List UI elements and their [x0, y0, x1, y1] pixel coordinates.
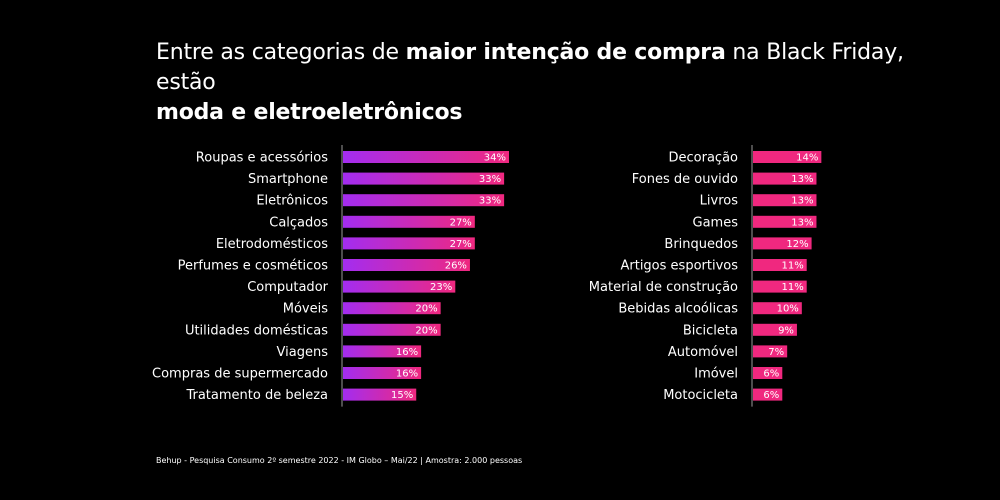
chart-0-bar [343, 345, 422, 358]
chart-0-value-label: 16% [396, 369, 418, 380]
chart-0-value-label: 15% [391, 390, 413, 401]
footnote: Behup - Pesquisa Consumo 2º semestre 202… [156, 456, 523, 465]
chart-0-category-label: Roupas e acessórios [196, 151, 328, 166]
chart-0-bar [343, 388, 417, 401]
chart-0-value-label: 33% [479, 174, 501, 185]
chart-0-bar [343, 151, 509, 163]
chart-1-category-label: Livros [700, 194, 739, 209]
chart-0-bar [343, 367, 422, 379]
chart-1-bar [753, 237, 812, 250]
chart-0-bar [343, 237, 475, 250]
chart-1-category-label: Imóvel [694, 367, 738, 382]
chart-0-bar [343, 172, 505, 185]
chart-0-category-label: Compras de supermercado [152, 367, 328, 382]
chart-1-category-label: Artigos esportivos [620, 259, 738, 274]
chart-1-category-label: Decoração [669, 151, 739, 166]
left-bar-chart: Roupas e acessórios 34% Smartphone 33% Eletr… [0, 140, 540, 415]
chart-1-category-label: Games [693, 215, 739, 230]
chart-0-category-label: Viagens [277, 345, 329, 360]
chart-1-value-label: 11% [781, 282, 803, 293]
chart-1-value-label: 13% [791, 196, 813, 207]
chart-1-category-label: Material de construção [589, 280, 738, 295]
chart-1-value-label: 12% [786, 239, 808, 250]
chart-0-value-label: 34% [484, 153, 506, 164]
chart-1-value-label: 13% [791, 174, 813, 185]
chart-0-category-label: Computador [247, 280, 328, 295]
chart-0-value-label: 20% [415, 304, 437, 315]
chart-0-bar [343, 280, 456, 293]
chart-1-value-label: 10% [777, 304, 799, 315]
right-bar-chart: Decoração 14% Fones de ouvido 13% Livros 13% G… [500, 140, 1000, 415]
chart-0-bar [343, 323, 441, 336]
chart-1-category-label: Automóvel [668, 345, 738, 360]
chart-0-category-label: Perfumes e cosméticos [178, 259, 329, 274]
chart-0-category-label: Móveis [283, 302, 328, 317]
chart-1-value-label: 11% [781, 261, 803, 272]
page-title: Entre as categorias de maior intenção de… [156, 38, 956, 128]
chart-0-value-label: 26% [445, 261, 467, 272]
chart-0-category-label: Smartphone [248, 172, 328, 187]
chart-1-value-label: 6% [763, 390, 779, 401]
chart-1-category-label: Fones de ouvido [632, 172, 738, 187]
right-chart-svg: Decoração 14% Fones de ouvido 13% Livros 13% G… [589, 145, 822, 407]
chart-0-value-label: 20% [415, 325, 437, 336]
title-bold-2: moda e eletroeletrônicos [156, 100, 463, 125]
chart-0-bar [343, 194, 505, 207]
chart-0-value-label: 27% [450, 217, 472, 228]
chart-0-category-label: Tratamento de beleza [185, 388, 328, 403]
chart-1-bar [753, 280, 807, 293]
chart-0-category-label: Eletrônicos [256, 194, 328, 209]
chart-0-value-label: 16% [396, 347, 418, 358]
chart-1-bar [753, 194, 817, 207]
title-part-1: Entre as categorias de [156, 40, 406, 65]
chart-1-bar [753, 151, 822, 163]
chart-0-category-label: Utilidades domésticas [185, 323, 328, 338]
chart-1-bar [753, 323, 797, 336]
chart-1-bar [753, 172, 817, 185]
chart-1-bar [753, 345, 788, 358]
chart-0-category-label: Calçados [269, 215, 328, 230]
chart-1-bar [753, 367, 783, 379]
chart-0-value-label: 23% [430, 282, 452, 293]
chart-0-bar [343, 259, 470, 271]
chart-1-category-label: Bicicleta [683, 323, 738, 338]
chart-1-category-label: Bebidas alcoólicas [618, 302, 738, 317]
chart-0-value-label: 27% [450, 239, 472, 250]
chart-1-category-label: Motocicleta [663, 388, 738, 403]
chart-0-bar [343, 302, 441, 315]
title-part-2: na Black Friday, estão [156, 40, 904, 95]
chart-1-value-label: 7% [768, 347, 784, 358]
chart-1-value-label: 13% [791, 217, 813, 228]
chart-0-category-label: Eletrodomésticos [216, 237, 328, 252]
chart-0-value-label: 33% [479, 196, 501, 207]
chart-1-value-label: 14% [796, 153, 818, 164]
chart-1-value-label: 6% [763, 369, 779, 380]
chart-1-bar [753, 259, 807, 271]
chart-1-bar [753, 388, 783, 401]
chart-1-bar [753, 215, 817, 228]
chart-0-bar [343, 215, 475, 228]
left-chart-svg: Roupas e acessórios 34% Smartphone 33% Eletr… [152, 145, 509, 407]
chart-1-category-label: Brinquedos [664, 237, 738, 252]
chart-1-bar [753, 302, 802, 315]
title-bold-1: maior intenção de compra [405, 40, 726, 65]
chart-1-value-label: 9% [778, 325, 794, 336]
